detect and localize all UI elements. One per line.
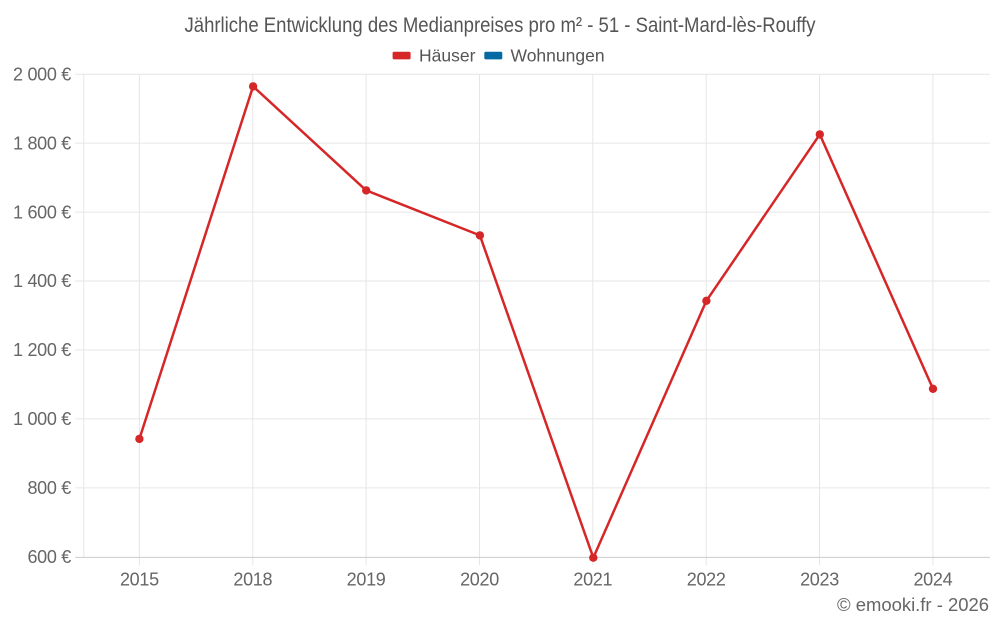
- svg-text:Häuser: Häuser: [419, 46, 476, 66]
- svg-text:2022: 2022: [687, 570, 726, 590]
- svg-text:2023: 2023: [800, 570, 839, 590]
- svg-text:2 000 €: 2 000 €: [13, 64, 71, 84]
- svg-text:1 800 €: 1 800 €: [13, 133, 71, 153]
- svg-text:1 600 €: 1 600 €: [13, 202, 71, 222]
- svg-text:2020: 2020: [460, 570, 499, 590]
- svg-text:Wohnungen: Wohnungen: [511, 46, 605, 66]
- svg-text:800 €: 800 €: [27, 478, 71, 498]
- svg-text:1 200 €: 1 200 €: [13, 340, 71, 360]
- svg-text:2024: 2024: [913, 570, 952, 590]
- svg-text:2021: 2021: [573, 570, 612, 590]
- svg-text:2018: 2018: [233, 570, 272, 590]
- svg-text:1 000 €: 1 000 €: [13, 409, 71, 429]
- svg-text:2019: 2019: [347, 570, 386, 590]
- svg-text:1 400 €: 1 400 €: [13, 271, 71, 291]
- svg-text:Jährliche Entwicklung des Medi: Jährliche Entwicklung des Medianpreises …: [185, 14, 816, 37]
- svg-text:600 €: 600 €: [27, 547, 71, 567]
- svg-text:© emooki.fr - 2026: © emooki.fr - 2026: [837, 595, 989, 615]
- svg-text:2015: 2015: [120, 570, 159, 590]
